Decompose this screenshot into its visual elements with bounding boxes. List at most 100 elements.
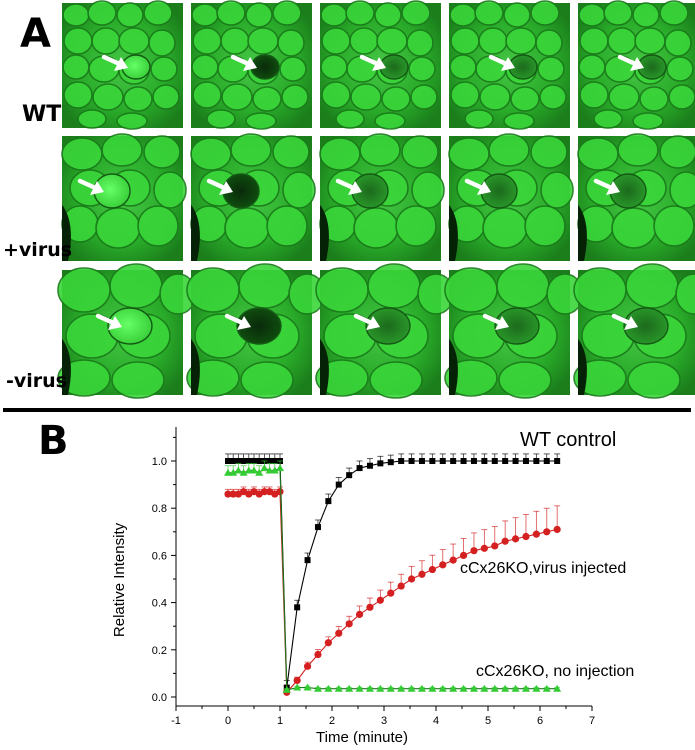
cell [57,359,111,397]
cell [374,2,402,28]
data-point [260,488,268,496]
cell [353,207,399,249]
cell [401,135,439,169]
cell [401,0,431,26]
tissue-edge [62,338,71,395]
cell [220,27,250,55]
cell [367,263,421,309]
y-tick-label: 0.6 [152,550,167,562]
data-point [470,458,477,464]
data-point [239,468,248,476]
data-point [501,684,510,692]
cell [321,27,351,55]
data-point [271,458,278,464]
tissue-edge [191,338,200,395]
data-point [511,535,520,543]
cell [608,83,640,111]
data-point [522,458,529,464]
cell [321,81,351,109]
x-tick-label: 4 [433,715,439,727]
cell [319,137,361,171]
cell [617,133,659,167]
cell [474,0,504,26]
data-point [282,685,291,693]
chart-series [224,453,562,696]
micrograph-tile [315,263,455,399]
cell [206,109,236,129]
cell [450,81,480,109]
data-point [386,684,395,692]
cell [350,83,382,111]
data-point [251,458,257,464]
tissue-edge [578,338,587,395]
cell [664,29,692,57]
cell [573,359,627,397]
cell [537,56,565,82]
data-point [245,458,252,464]
micrograph-tile [186,263,326,399]
data-point [345,620,353,628]
cell [111,361,165,399]
data-point [460,458,467,464]
data-point [533,458,540,464]
cell [109,263,163,309]
data-point [532,530,540,538]
arrow-head [348,181,362,195]
cell [406,29,434,57]
data-point [325,498,332,505]
arrow-head [606,181,620,195]
data-point [324,639,332,647]
micrograph-tile [190,133,316,261]
cell [530,135,568,169]
data-point [366,603,374,611]
data-point [502,458,509,464]
data-point [303,683,312,691]
cell [359,133,401,167]
data-point [265,466,274,474]
tissue-edge [578,204,587,261]
cell [381,86,411,112]
cell [675,273,695,315]
data-point [439,561,447,569]
cell [666,56,694,82]
cell [530,0,560,26]
arrow-head [243,57,257,71]
cell [63,81,93,109]
chart-axes: -1 0 1 2 3 4 5 6 7 0.0 0.2 0.4 0.6 0.8 1.0 [152,427,595,727]
data-point [376,684,385,692]
panel-divider [3,408,691,412]
cell [221,83,253,111]
data-point [224,490,232,498]
cell [216,0,246,26]
cell [315,267,369,313]
micrograph-tile [62,0,183,130]
data-point [501,537,509,545]
row-label-minus-virus: -virus [6,370,67,392]
y-tick-label: 0.4 [152,598,167,610]
arrow-head [219,181,233,195]
cell [192,27,222,55]
target-cell [365,307,411,345]
cell [87,0,117,26]
data-point [313,684,322,692]
micrograph-tile [319,133,445,261]
cell [374,112,406,130]
data-point [266,458,273,464]
data-point [459,684,468,692]
cell [410,84,438,110]
cell [150,56,178,82]
cell [579,27,609,55]
data-point [470,547,478,555]
data-point [314,524,321,531]
data-point [417,684,426,692]
data-point [543,528,551,536]
data-point [522,532,530,541]
cell [539,84,567,110]
data-point [355,684,364,692]
cell [238,263,292,309]
cell [77,109,107,129]
data-point [449,684,458,692]
data-point [387,459,394,466]
data-point [542,684,551,692]
data-point [543,458,550,464]
